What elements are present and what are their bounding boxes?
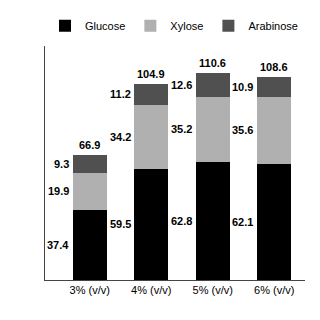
svg-text:10.9: 10.9 [232,81,253,93]
svg-text:11.2: 11.2 [110,88,131,100]
svg-text:35.2: 35.2 [171,123,192,135]
svg-text:5% (v/v): 5% (v/v) [193,284,233,296]
svg-text:Xylose: Xylose [170,20,203,32]
svg-text:104.9: 104.9 [137,68,165,80]
svg-text:4% (v/v): 4% (v/v) [131,284,171,296]
svg-text:62.1: 62.1 [232,216,253,228]
svg-text:35.6: 35.6 [232,124,253,136]
svg-text:62.8: 62.8 [171,215,192,227]
svg-text:19.9: 19.9 [48,185,69,197]
svg-text:6% (v/v): 6% (v/v) [254,284,294,296]
svg-text:37.4: 37.4 [47,239,69,251]
svg-text:3% (v/v): 3% (v/v) [70,284,110,296]
svg-text:34.2: 34.2 [110,131,131,143]
svg-text:Glucose: Glucose [85,20,125,32]
svg-text:66.9: 66.9 [79,139,100,151]
svg-text:108.6: 108.6 [260,61,288,73]
svg-text:12.6: 12.6 [171,79,192,91]
svg-text:9.3: 9.3 [54,158,69,170]
svg-text:110.6: 110.6 [199,57,226,69]
svg-text:Arabinose: Arabinose [248,20,298,32]
svg-text:59.5: 59.5 [110,218,131,230]
